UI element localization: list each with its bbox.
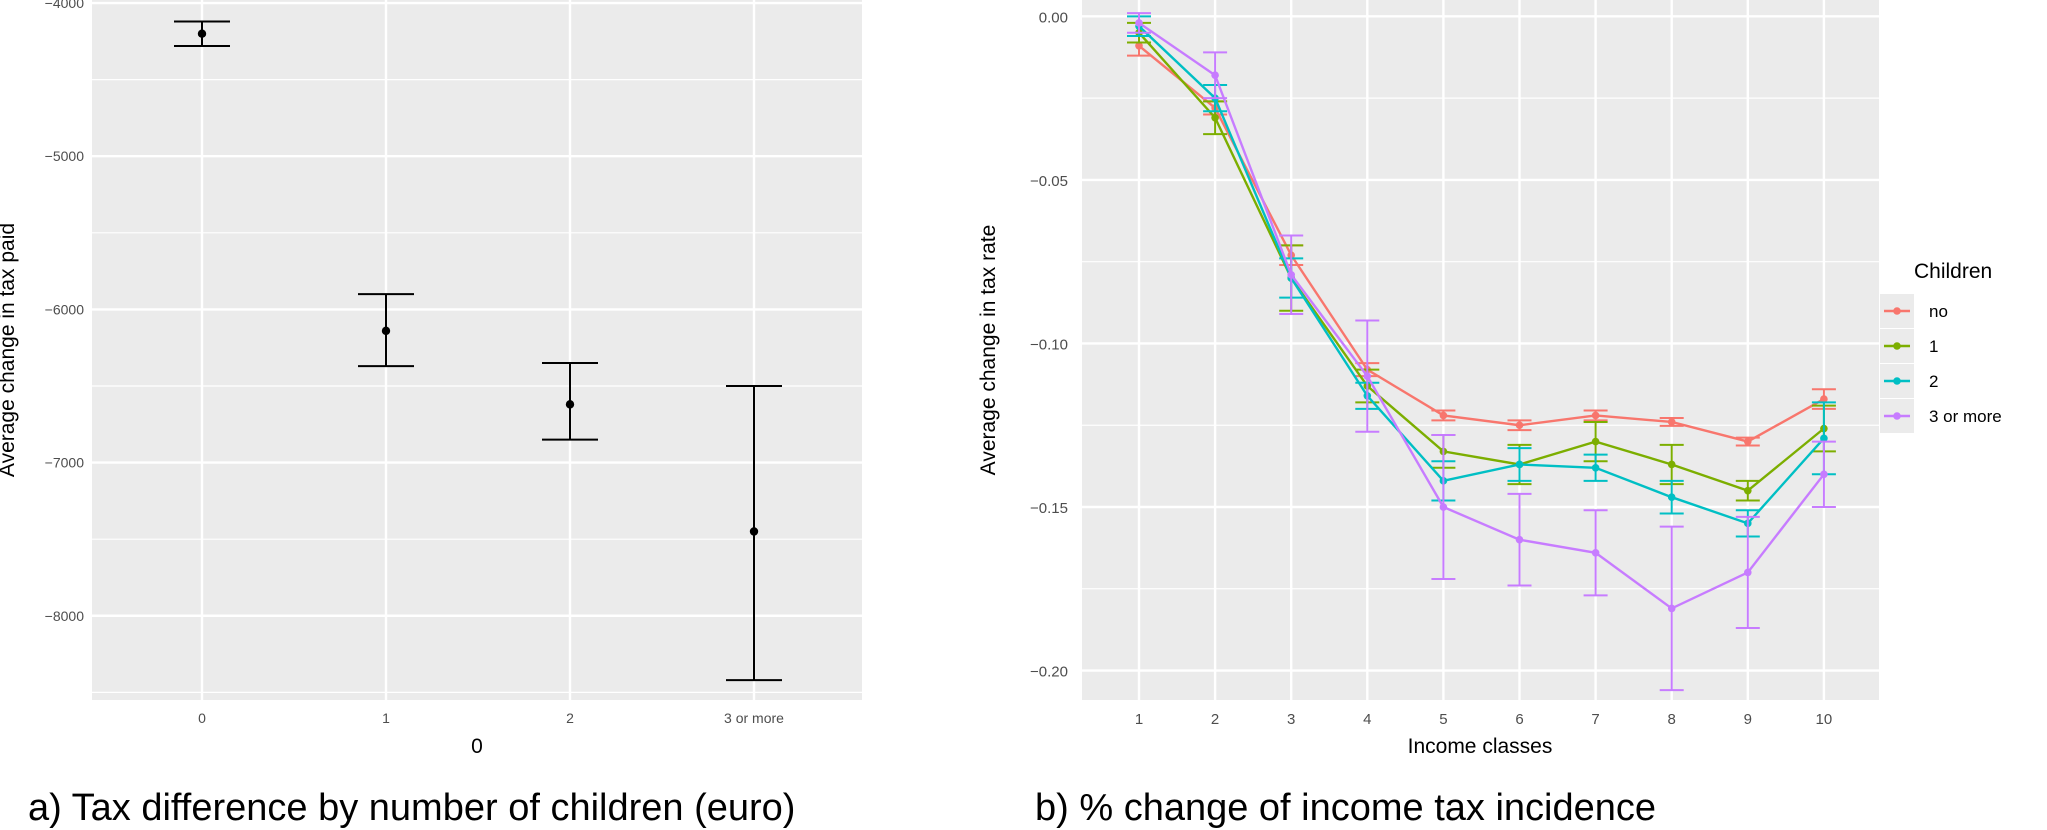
y-tick-label: −0.20 — [1030, 664, 1068, 681]
series-line — [1138, 44, 1825, 443]
series-point — [1820, 434, 1828, 443]
mean-point — [749, 527, 759, 536]
panel-b-series — [1127, 12, 1836, 692]
series-point — [1667, 418, 1676, 426]
legend-item-2: 2 — [1880, 364, 1938, 398]
mean-point — [197, 29, 207, 38]
x-tick-label: 4 — [1363, 711, 1371, 728]
x-tick-label: 2 — [566, 710, 574, 726]
x-tick-label: 5 — [1439, 711, 1447, 728]
legend-key-point — [1893, 342, 1901, 350]
panel-a-error-bars — [174, 20, 782, 682]
series-1 — [1127, 21, 1836, 502]
panel-b-legend: Children no 1 2 3 or more — [1880, 260, 2047, 438]
series-point — [1667, 493, 1676, 501]
series-line — [1138, 25, 1825, 525]
series-point — [1744, 486, 1752, 495]
y-tick-label: −5000 — [45, 148, 85, 164]
series-point — [1211, 113, 1219, 122]
legend-label: 1 — [1929, 337, 1938, 356]
x-tick-label: 1 — [1135, 711, 1143, 728]
series-point — [1515, 460, 1524, 469]
error-bar-1 — [358, 293, 414, 368]
y-tick-label: −0.05 — [1030, 173, 1068, 190]
panel-a-plot-background — [92, 0, 862, 700]
x-tick-label: 9 — [1744, 711, 1752, 728]
legend-key-point — [1893, 307, 1901, 315]
series-line — [1138, 21, 1825, 610]
x-tick-label: 6 — [1515, 711, 1523, 728]
series-point — [1667, 460, 1676, 469]
series-point — [1591, 437, 1600, 446]
x-tick-label: 2 — [1211, 711, 1219, 728]
error-bar-0 — [174, 20, 230, 47]
panel-a-x-tick-labels: 0 1 2 3 or more — [198, 710, 784, 726]
panel-a-caption: a) Tax difference by number of children … — [28, 787, 795, 829]
legend-title: Children — [1914, 260, 1992, 283]
y-tick-label: 0.00 — [1039, 9, 1068, 26]
legend-label: no — [1929, 302, 1948, 321]
series-point — [1515, 535, 1524, 544]
y-tick-label: −8000 — [45, 608, 85, 624]
x-tick-label: 10 — [1816, 711, 1833, 728]
series-point — [1591, 463, 1600, 472]
panel-a-y-tick-labels: −4000 −5000 −6000 −7000 −8000 — [45, 0, 85, 624]
error-bar-3-or-more — [726, 384, 782, 682]
x-tick-label: 7 — [1591, 711, 1599, 728]
mean-point — [381, 326, 391, 336]
panel-b-y-axis-title: Average change in tax rate — [977, 225, 1000, 476]
legend-item-no: no — [1880, 294, 1948, 328]
y-tick-label: −7000 — [45, 455, 85, 471]
series-point — [1591, 549, 1600, 557]
panel-b-x-tick-labels: 1 2 3 4 5 6 7 8 9 10 — [1135, 711, 1832, 728]
legend-label: 2 — [1929, 372, 1938, 391]
y-tick-label: −0.15 — [1030, 500, 1068, 517]
panel-a-minor-gridlines — [92, 79, 862, 693]
x-tick-label: 3 — [1287, 711, 1295, 728]
series-point — [1363, 372, 1372, 380]
y-tick-label: −6000 — [45, 301, 85, 317]
series-point — [1667, 604, 1676, 613]
y-tick-label: −4000 — [45, 0, 85, 11]
x-tick-label: 1 — [382, 710, 390, 726]
series-point — [1439, 503, 1448, 511]
series-point — [1820, 470, 1828, 479]
series-point — [1287, 270, 1295, 279]
panel-b-plot-background — [1082, 0, 1879, 700]
y-tick-label: −0.10 — [1030, 336, 1068, 353]
series-point — [1820, 395, 1828, 403]
panel-b-tax-incidence-chart: 0.00 −0.05 −0.10 −0.15 −0.20 1 2 3 4 5 6 7 8 9 10 Inc… — [977, 0, 2047, 829]
panel-b-x-axis-title: Income classes — [1408, 735, 1553, 758]
error-bar-2 — [542, 362, 598, 441]
legend-item-3-or-more: 3 or more — [1880, 399, 2002, 433]
series-point — [1135, 19, 1143, 27]
series-point — [1439, 411, 1448, 420]
panel-a-x-axis-title: 0 — [471, 735, 483, 758]
series-point — [1744, 568, 1752, 577]
legend-item-1: 1 — [1880, 329, 1938, 363]
x-tick-label: 3 or more — [724, 710, 784, 726]
legend-key-point — [1893, 377, 1901, 385]
panel-a-tax-difference-chart: −4000 −5000 −6000 −7000 −8000 0 1 2 3 or more 0… — [0, 0, 862, 829]
legend-label: 3 or more — [1929, 407, 2002, 426]
mean-point — [565, 400, 575, 409]
series-point — [1744, 437, 1752, 446]
series-point — [1135, 41, 1143, 50]
x-tick-label: 0 — [198, 710, 206, 726]
series-point — [1211, 71, 1219, 80]
series-point — [1591, 411, 1600, 420]
panel-a-y-axis-title: Average change in tax paid — [0, 223, 19, 477]
series-line — [1138, 31, 1825, 493]
panel-b-y-tick-labels: 0.00 −0.05 −0.10 −0.15 −0.20 — [1030, 9, 1068, 680]
legend-key-point — [1893, 412, 1901, 420]
series-point — [1515, 421, 1524, 430]
x-tick-label: 8 — [1668, 711, 1676, 728]
series-3-or-more — [1127, 12, 1836, 692]
panel-b-caption: b) % change of income tax incidence — [1035, 787, 1656, 829]
